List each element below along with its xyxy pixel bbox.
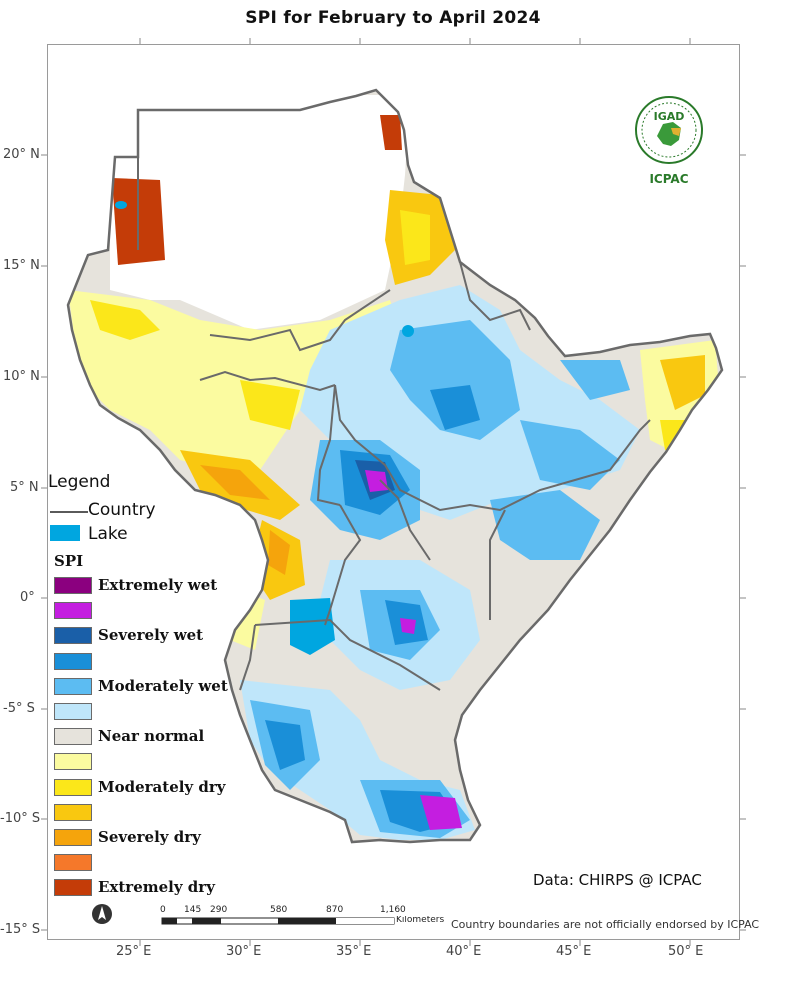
spi-swatch bbox=[54, 753, 92, 771]
spi-legend-title: SPI bbox=[54, 552, 84, 570]
igad-icpac-logo: IGAD ICPAC bbox=[635, 96, 703, 186]
spi-swatch bbox=[54, 829, 92, 846]
lat-label-5n: 5° N bbox=[10, 480, 39, 495]
lat-label-15s: -15° S bbox=[0, 922, 41, 937]
spi-swatch bbox=[54, 677, 92, 695]
lon-label-50e: 50° E bbox=[668, 944, 704, 959]
lon-label-25e: 25° E bbox=[116, 944, 152, 959]
scale-tick-290: 290 bbox=[210, 905, 228, 915]
spi-swatch bbox=[54, 879, 92, 897]
spi-swatch bbox=[54, 778, 92, 796]
lat-label-10n: 10° N bbox=[3, 369, 40, 384]
legend-country-line bbox=[50, 511, 88, 513]
scale-unit: Kilometers bbox=[396, 916, 444, 925]
region-outline bbox=[66, 88, 724, 844]
north-arrow-icon bbox=[92, 904, 112, 924]
logo-top-text: IGAD bbox=[654, 110, 685, 123]
spi-swatch bbox=[54, 602, 92, 620]
lakes bbox=[115, 201, 414, 655]
scale-tick-580: 580 bbox=[270, 905, 288, 915]
frame-ticks bbox=[41, 38, 746, 946]
lon-label-40e: 40° E bbox=[446, 944, 482, 959]
lat-label-5s: -5° S bbox=[3, 701, 35, 716]
spi-swatch bbox=[54, 803, 92, 821]
lat-label-10s: -10° S bbox=[0, 811, 41, 826]
scale-tick-870: 870 bbox=[326, 905, 344, 915]
lon-label-45e: 45° E bbox=[556, 944, 592, 959]
logo-bottom-text: ICPAC bbox=[649, 172, 688, 186]
legend-lake-swatch bbox=[50, 525, 80, 541]
lon-label-30e: 30° E bbox=[226, 944, 262, 959]
legend-lake-label: Lake bbox=[88, 524, 128, 544]
spi-label: Moderately wet bbox=[98, 676, 228, 695]
spi-swatch bbox=[54, 703, 92, 720]
lon-label-35e: 35° E bbox=[336, 944, 372, 959]
data-credit: Data: CHIRPS @ ICPAC bbox=[533, 871, 702, 889]
spi-label: Near normal bbox=[98, 727, 205, 746]
spi-label: Moderately dry bbox=[98, 777, 226, 796]
spi-label: Severely dry bbox=[98, 828, 201, 846]
scale-bar-graphic: Kilometers bbox=[161, 916, 444, 925]
spi-swatch bbox=[54, 728, 92, 746]
scale-tick-0: 0 bbox=[160, 905, 166, 915]
scale-bar: 0 145 290 580 870 1,160 Kilometers bbox=[160, 905, 460, 935]
country-borders bbox=[137, 110, 651, 691]
lat-label-20n: 20° N bbox=[3, 147, 40, 162]
spi-swatch bbox=[54, 627, 92, 645]
spi-label: Extremely dry bbox=[98, 878, 215, 897]
spi-label: Severely wet bbox=[98, 626, 204, 645]
lat-label-15n: 15° N bbox=[3, 258, 40, 273]
lat-label-0: 0° bbox=[20, 590, 35, 605]
spi-label: Extremely wet bbox=[98, 576, 218, 594]
legend-title: Legend bbox=[48, 472, 111, 492]
spi-swatch bbox=[54, 652, 92, 670]
legend-country-label: Country bbox=[88, 500, 156, 520]
boundary-disclaimer: Country boundaries are not officially en… bbox=[451, 918, 760, 931]
map-title: SPI for February to April 2024 bbox=[245, 8, 541, 28]
spi-swatch bbox=[54, 577, 92, 594]
scale-tick-1160: 1,160 bbox=[380, 905, 406, 915]
spi-swatch bbox=[54, 854, 92, 872]
scale-tick-145: 145 bbox=[184, 905, 202, 915]
